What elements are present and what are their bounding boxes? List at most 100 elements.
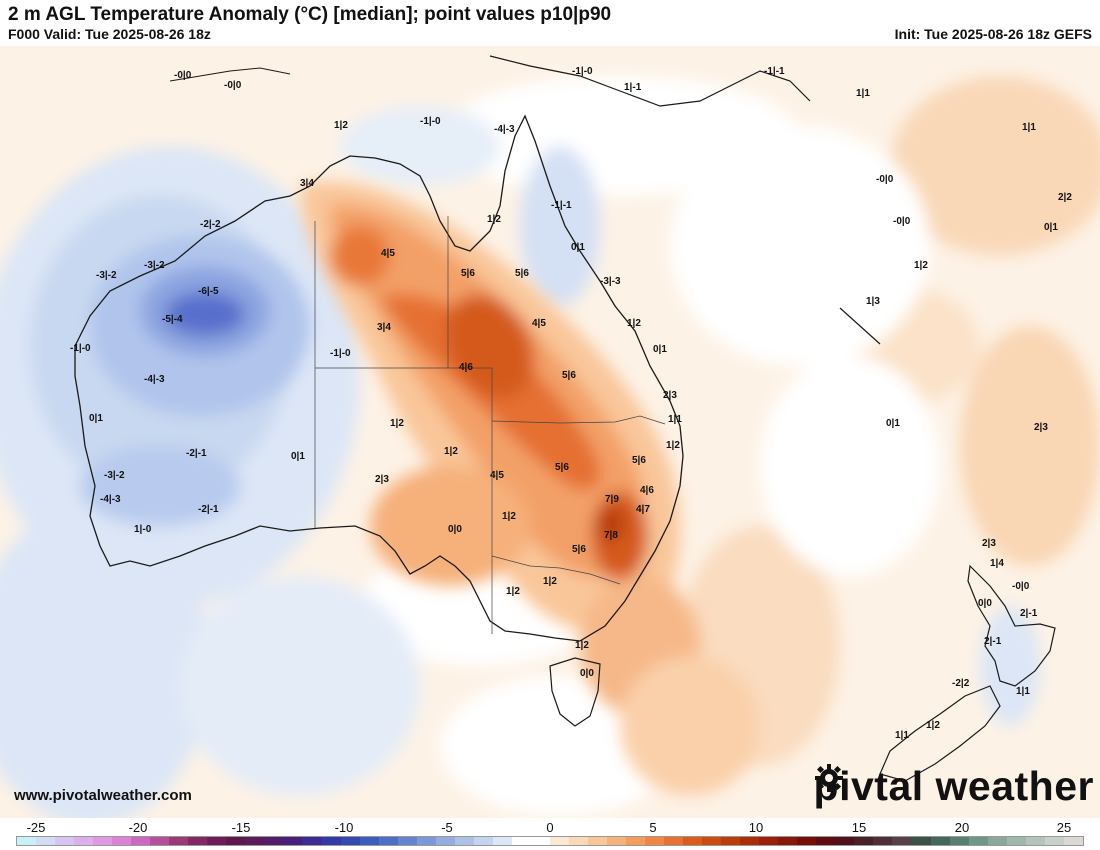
point-value: 1|2: [627, 318, 641, 329]
colorbar-swatch: [549, 837, 569, 845]
point-value: 1|1: [668, 414, 682, 425]
point-value: 1|2: [926, 720, 940, 731]
point-value: 0|1: [571, 242, 585, 253]
colorbar-tick: -20: [128, 820, 148, 835]
point-value: 1|2: [444, 446, 458, 457]
point-value: 1|2: [543, 576, 557, 587]
australia-coastline: [74, 114, 684, 642]
point-value: 1|3: [866, 296, 880, 307]
colorbar-tick: -25: [26, 820, 46, 835]
colorbar-tick: 0: [546, 820, 554, 835]
point-value: 5|6: [632, 455, 646, 466]
colorbar-swatch: [302, 837, 322, 845]
init-time: Init: Tue 2025-08-26 18z GEFS: [894, 26, 1092, 42]
colorbar-swatch: [911, 837, 931, 845]
colorbar-swatch: [473, 837, 493, 845]
colorbar-swatch: [150, 837, 170, 845]
point-value: -3|-2: [96, 270, 117, 281]
point-value: 2|2: [1058, 192, 1072, 203]
nz-north-island: [967, 564, 1056, 687]
point-value: 1|2: [666, 440, 680, 451]
colorbar-tick: -5: [441, 820, 453, 835]
colorbar-swatch: [226, 837, 246, 845]
point-value: 1|1: [856, 88, 870, 99]
website-url: www.pivotalweather.com: [14, 787, 192, 804]
colorbar-swatch: [949, 837, 969, 845]
colorbar-swatch: [568, 837, 588, 845]
point-value: -1|-0: [420, 116, 441, 127]
new-guinea-coastline: [489, 55, 811, 107]
point-value: -0|0: [1012, 581, 1030, 592]
colorbar-swatch: [264, 837, 284, 845]
colorbar-swatch: [55, 837, 75, 845]
colorbar-tick: 15: [851, 820, 867, 835]
point-value: 4|6: [459, 362, 473, 373]
colorbar-swatch: [987, 837, 1007, 845]
map-title: 2 m AGL Temperature Anomaly (°C) [median…: [8, 4, 612, 25]
timor-coastline: [169, 67, 291, 82]
colorbar-swatch: [131, 837, 151, 845]
colorbar-swatch: [626, 837, 646, 845]
colorbar-swatch: [702, 837, 722, 845]
colorbar-swatch: [892, 837, 912, 845]
colorbar-swatch: [740, 837, 760, 845]
colorbar-swatch: [359, 837, 379, 845]
point-value: 2|3: [375, 474, 389, 485]
point-value: 2|-1: [984, 636, 1002, 647]
point-value: -3|-2: [104, 470, 125, 481]
colorbar-swatch: [664, 837, 684, 845]
point-value: 4|6: [640, 485, 654, 496]
colorbar-swatch: [968, 837, 988, 845]
colorbar-swatch: [378, 837, 398, 845]
point-value: 0|1: [1044, 222, 1058, 233]
colorbar-swatch: [397, 837, 417, 845]
point-value: -2|-2: [200, 219, 221, 230]
nz-south-island: [879, 685, 1001, 782]
point-value: -5|-4: [162, 314, 183, 325]
point-value: 0|1: [291, 451, 305, 462]
tasmania-coastline: [549, 657, 601, 727]
point-value: 5|6: [572, 544, 586, 555]
valid-time: F000 Valid: Tue 2025-08-26 18z: [8, 26, 211, 42]
colorbar-tick: -15: [231, 820, 251, 835]
point-value: 0|1: [89, 413, 103, 424]
point-value: 1|2: [914, 260, 928, 271]
point-value: 2|3: [663, 390, 677, 401]
colorbar-swatch: [683, 837, 703, 845]
colorbar-swatch: [854, 837, 874, 845]
point-value: -2|2: [952, 678, 970, 689]
point-value: 7|8: [604, 530, 618, 541]
point-value: 0|0: [448, 524, 462, 535]
point-value: 2|-1: [1020, 608, 1038, 619]
colorbar-swatch: [1006, 837, 1026, 845]
colorbar-swatch: [721, 837, 741, 845]
point-value: 1|-0: [134, 524, 152, 535]
point-value: -1|-0: [330, 348, 351, 359]
colorbar-swatch: [759, 837, 779, 845]
colorbar-swatch: [1044, 837, 1064, 845]
colorbar-tick: 25: [1056, 820, 1072, 835]
colorbar: -25 -20 -15 -10 -5 0 5 10 15 20 25: [0, 818, 1100, 850]
point-value: -4|-3: [494, 124, 515, 135]
point-value: 4|5: [490, 470, 504, 481]
point-value: 1|-1: [624, 82, 642, 93]
point-value: 1|2: [575, 640, 589, 651]
point-value: -0|0: [893, 216, 911, 227]
point-value: 4|5: [381, 248, 395, 259]
point-value: 7|9: [605, 494, 619, 505]
point-value: -4|-3: [144, 374, 165, 385]
colorbar-swatch: [606, 837, 626, 845]
colorbar-tick: -10: [334, 820, 354, 835]
point-value: 1|2: [334, 120, 348, 131]
point-value: -1|-0: [572, 66, 593, 77]
new-caledonia-coastline: [839, 307, 881, 345]
point-value: -4|-3: [100, 494, 121, 505]
colorbar-swatch: [188, 837, 208, 845]
colorbar-swatch: [835, 837, 855, 845]
colorbar-tick: 20: [954, 820, 970, 835]
point-value: -3|-3: [600, 276, 621, 287]
point-value: 1|1: [1016, 686, 1030, 697]
anomaly-map[interactable]: -0|0 -0|0 -1|-0 1|-1 -1|-1 1|1 1|1 1|2 -…: [0, 46, 1100, 818]
colorbar-swatch: [416, 837, 436, 845]
point-value: 0|0: [978, 598, 992, 609]
